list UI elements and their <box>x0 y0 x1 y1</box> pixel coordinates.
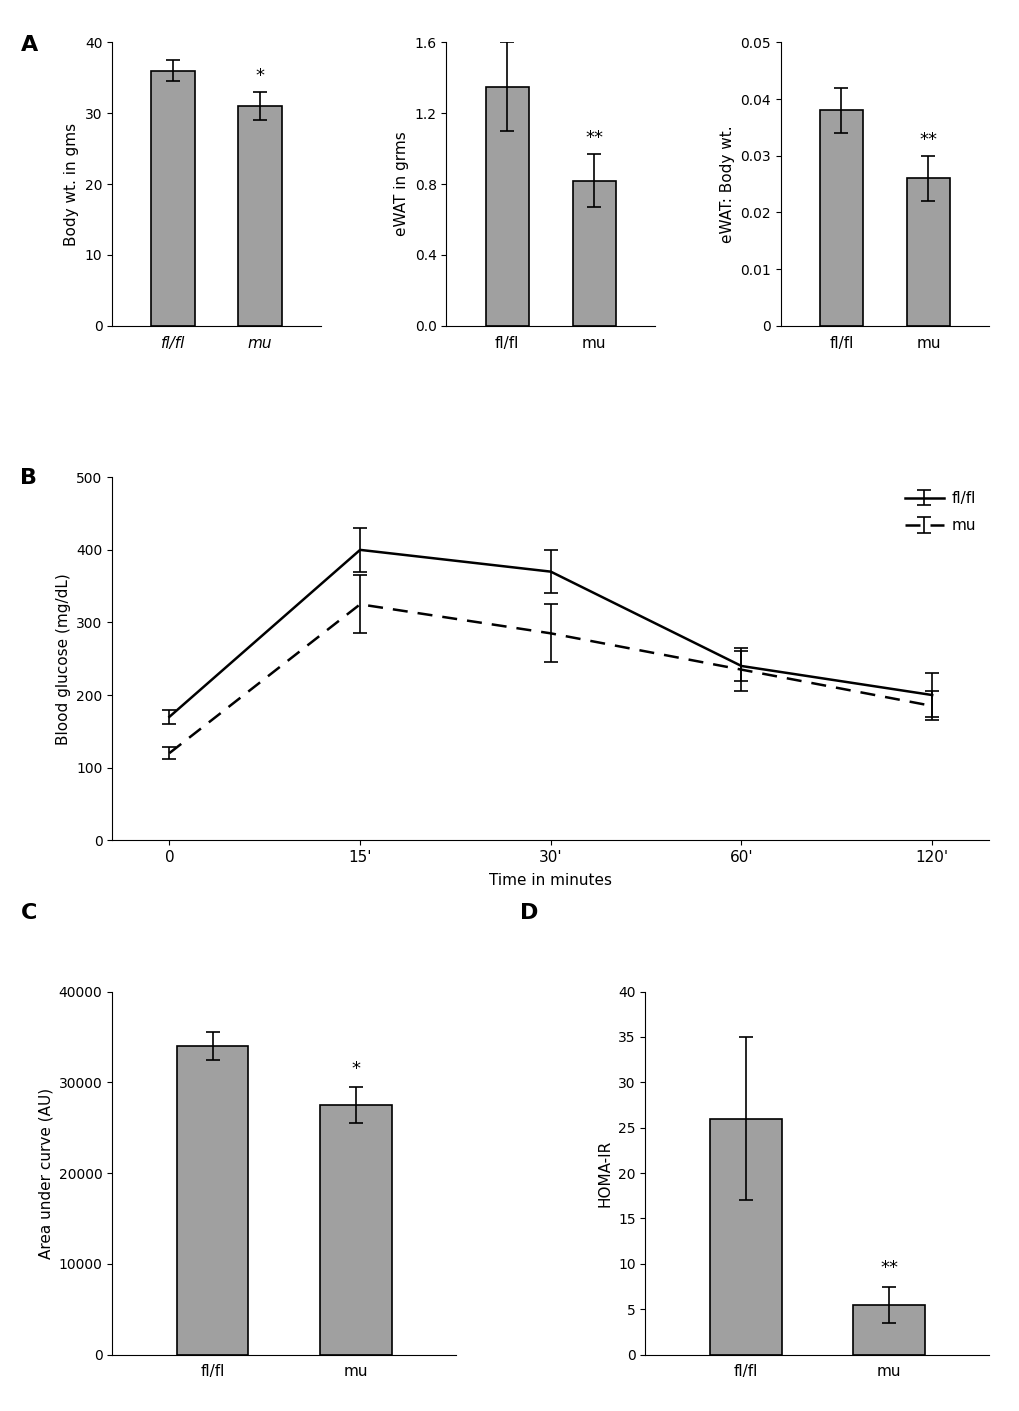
Bar <box>320 1105 391 1355</box>
Bar <box>906 178 950 326</box>
Text: B: B <box>20 468 38 488</box>
Text: **: ** <box>879 1260 897 1277</box>
Y-axis label: Blood glucose (mg/dL): Blood glucose (mg/dL) <box>55 573 70 745</box>
Text: D: D <box>520 903 538 923</box>
Bar <box>572 181 615 326</box>
Text: **: ** <box>918 131 936 148</box>
Text: C: C <box>20 903 37 923</box>
Text: A: A <box>20 35 38 55</box>
Y-axis label: Body wt. in gms: Body wt. in gms <box>64 123 79 246</box>
Bar <box>819 110 862 326</box>
X-axis label: Time in minutes: Time in minutes <box>489 873 611 889</box>
Text: *: * <box>351 1060 360 1078</box>
Y-axis label: HOMA-IR: HOMA-IR <box>597 1140 611 1206</box>
Y-axis label: Area under curve (AU): Area under curve (AU) <box>38 1088 53 1259</box>
Text: *: * <box>256 66 264 85</box>
Y-axis label: eWAT: Body wt.: eWAT: Body wt. <box>718 126 734 243</box>
Y-axis label: eWAT in grms: eWAT in grms <box>393 131 409 237</box>
Bar <box>176 1046 248 1355</box>
Bar <box>238 106 281 326</box>
Bar <box>485 86 529 326</box>
Legend: fl/fl, mu: fl/fl, mu <box>899 485 981 539</box>
Bar <box>151 71 195 326</box>
Bar <box>853 1305 924 1355</box>
Text: **: ** <box>585 128 602 147</box>
Bar <box>709 1119 781 1355</box>
